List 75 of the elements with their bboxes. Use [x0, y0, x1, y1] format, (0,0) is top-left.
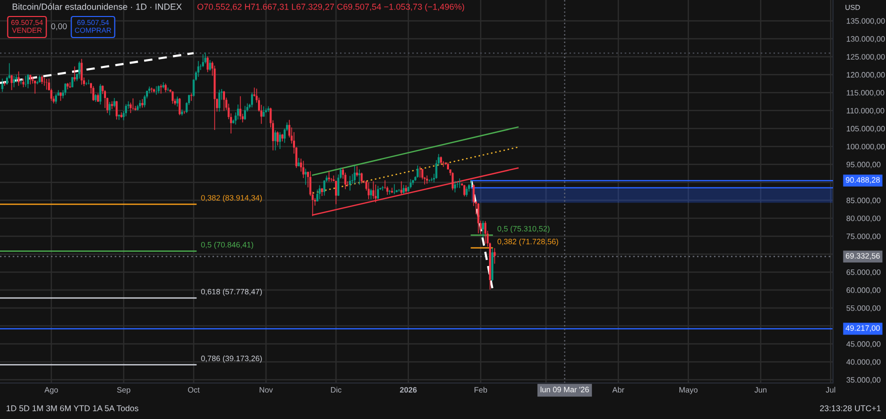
candlestick: [108, 102, 111, 116]
candlestick: [218, 89, 220, 112]
candlestick: [360, 172, 363, 184]
candlestick: [344, 172, 346, 190]
candlestick: [132, 98, 134, 110]
candlestick: [178, 98, 181, 116]
candlestick: [26, 74, 30, 89]
candlestick: [92, 86, 94, 102]
text: 23:13:28 UTC+1: [820, 405, 881, 412]
candlestick: [202, 54, 204, 68]
candlestick: [372, 180, 374, 200]
candlestick: [348, 176, 352, 191]
candlestick: [477, 202, 480, 234]
candlestick: [172, 90, 174, 104]
candlestick: [376, 186, 380, 200]
candlestick: [410, 178, 412, 189]
candlestick: [99, 84, 102, 105]
candlestick: [304, 168, 307, 186]
candlestick: [393, 184, 396, 195]
candlestick: [18, 71, 20, 86]
candlestick: [454, 180, 456, 193]
candlestick: [323, 180, 326, 196]
candlestick: [418, 166, 422, 178]
candlestick: [368, 182, 370, 200]
candlestick: [74, 66, 76, 82]
candlestick: [482, 220, 484, 238]
candlestick: [302, 160, 304, 178]
candlestick: [34, 80, 36, 94]
chart-title: Bitcoin/Dólar estadounidense · 1D · INDEX: [12, 3, 182, 10]
candlestick: [390, 187, 394, 194]
candlestick: [239, 96, 242, 120]
candlestick: [374, 184, 377, 203]
candlestick: [80, 58, 83, 86]
candlestick: [244, 106, 246, 120]
candlestick: [206, 56, 209, 73]
candlestick: [176, 96, 178, 107]
candlestick: [197, 60, 200, 78]
candlestick: [54, 93, 58, 104]
candlestick: [316, 189, 318, 202]
candlestick: [116, 100, 118, 120]
candlestick: [29, 74, 32, 85]
candlestick: [278, 132, 282, 150]
candlestick: [24, 75, 27, 88]
text: 1D 5D 1M 3M 6M YTD 1A 5A Todos: [6, 405, 138, 412]
candlestick: [46, 78, 48, 90]
candlestick: [113, 98, 116, 108]
candlestick: [208, 60, 212, 72]
candlestick: [484, 220, 486, 244]
candlestick: [354, 165, 356, 184]
candlestick: [10, 74, 13, 90]
candlestick: [328, 170, 330, 182]
candlestick: [274, 130, 276, 151]
candlestick: [118, 114, 120, 120]
candlestick: [124, 104, 128, 117]
candlestick: [1, 78, 4, 92]
candlestick: [466, 186, 468, 198]
annotation: 0,00: [51, 23, 67, 30]
candlestick: [318, 184, 321, 200]
candlestick: [78, 60, 80, 79]
candlestick: [130, 102, 132, 114]
candlestick: [400, 180, 402, 195]
candlestick: [250, 92, 254, 108]
candlestick: [222, 90, 226, 112]
candlestick: [370, 188, 372, 200]
candlestick: [204, 52, 206, 64]
candlestick: [144, 94, 146, 108]
candlestick: [276, 130, 279, 146]
candlestick: [166, 87, 170, 92]
chart-subtitle: O70.552,62 H71.667,31 L67.329,27 C69.507,54 −1.053,73 (−1,496%): [197, 3, 464, 12]
candlestick: [356, 166, 358, 177]
candlestick: [494, 248, 496, 264]
candlestick: [416, 165, 419, 178]
candlestick: [12, 75, 16, 88]
candlestick: [110, 100, 114, 110]
candlestick: [452, 172, 454, 191]
